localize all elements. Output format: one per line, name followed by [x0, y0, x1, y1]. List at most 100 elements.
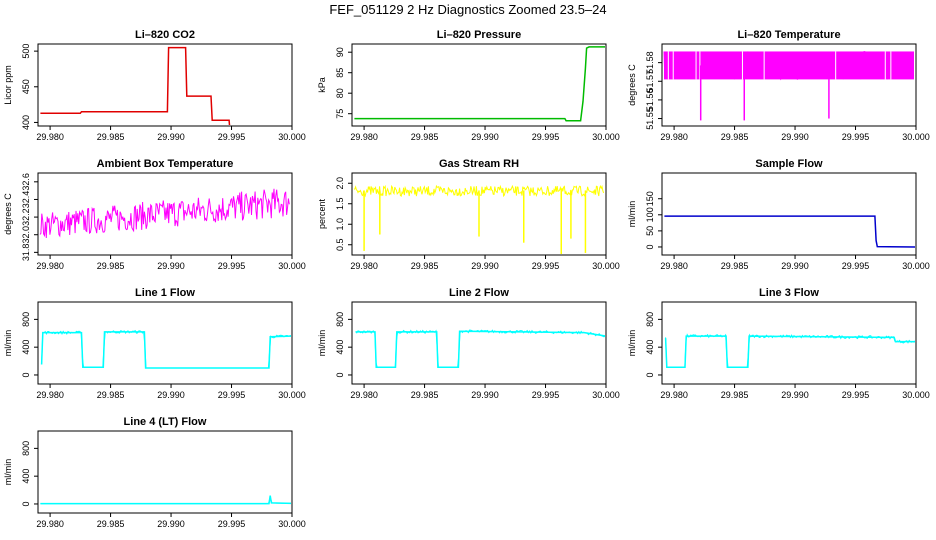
x-tick-label: 29.985 — [97, 261, 125, 271]
panel-title: Sample Flow — [755, 158, 823, 170]
x-tick-label: 29.990 — [157, 132, 185, 142]
y-tick-label: 2.0 — [335, 177, 345, 190]
x-tick-label: 29.985 — [411, 390, 439, 400]
x-tick-label: 29.980 — [660, 390, 688, 400]
series-line — [355, 330, 605, 369]
x-tick-label: 29.990 — [157, 261, 185, 271]
panel-10: Line 4 (LT) Flow ml/min 29.980 29.985 29.990… — [3, 416, 306, 529]
data-layer — [354, 46, 605, 122]
x-tick-label: 29.985 — [97, 390, 125, 400]
y-tick-label: 0 — [21, 501, 31, 506]
y-tick-label: 400 — [335, 340, 345, 355]
x-tick-label: 30.000 — [592, 132, 620, 142]
panel-4: Ambient Box Temperature degrees C 29.980 29… — [3, 158, 306, 271]
x-tick-label: 29.985 — [721, 390, 749, 400]
panel-8: Line 2 Flow ml/min 29.980 29.985 29.990 29.99… — [317, 287, 620, 400]
plot-frame — [351, 43, 607, 127]
y-tick-label: 0 — [335, 372, 345, 377]
panel-title: Li–820 Temperature — [737, 29, 840, 41]
panel-3: Li–820 Temperature degrees C 29.980 29.985 2… — [627, 29, 930, 142]
x-tick-label: 29.980 — [350, 390, 378, 400]
y-tick-label: 0 — [21, 372, 31, 377]
panel-title: Line 2 Flow — [449, 287, 509, 299]
x-tick-label: 29.995 — [218, 132, 246, 142]
y-axis-label: ml/min — [627, 201, 637, 228]
data-layer — [353, 184, 605, 254]
x-tick-label: 29.995 — [842, 261, 870, 271]
y-axis-label: Licor ppm — [3, 65, 13, 105]
series-band-fill — [664, 51, 914, 80]
x-tick-label: 29.990 — [471, 132, 499, 142]
data-layer — [40, 46, 231, 125]
panel-2: Li–820 Pressure kPa 29.980 29.985 29.990 29.9… — [317, 29, 620, 142]
plot-frame — [37, 301, 293, 385]
y-tick-label: 0 — [645, 244, 655, 249]
y-tick-label: 32.0 — [21, 226, 31, 244]
y-tick-label: 75 — [335, 109, 345, 119]
series-line — [664, 215, 915, 248]
y-tick-label: 400 — [21, 115, 31, 130]
x-tick-label: 30.000 — [592, 261, 620, 271]
x-tick-label: 30.000 — [902, 261, 930, 271]
plot-frame — [37, 430, 293, 514]
y-tick-label: 0.5 — [335, 238, 345, 251]
y-tick-label: 31.8 — [21, 244, 31, 262]
x-tick-label: 29.990 — [781, 390, 809, 400]
panel-9: Line 3 Flow ml/min 29.980 29.985 29.990 29.99… — [627, 287, 930, 400]
y-tick-label: 51.56 — [645, 89, 655, 112]
y-tick-label: 0 — [645, 372, 655, 377]
x-tick-label: 29.995 — [218, 390, 246, 400]
data-layer — [39, 188, 290, 239]
y-axis-label: ml/min — [627, 330, 637, 357]
y-axis-label: ml/min — [317, 330, 327, 357]
y-axis-label: ml/min — [3, 330, 13, 357]
panel-6: Sample Flow ml/min 29.980 29.985 29.990 29.99… — [627, 158, 930, 271]
panel-title: Li–820 Pressure — [437, 29, 521, 41]
x-tick-label: 29.995 — [218, 261, 246, 271]
plot-frame — [661, 301, 917, 385]
x-tick-label: 29.990 — [157, 390, 185, 400]
data-layer — [664, 215, 915, 248]
y-tick-label: 32.4 — [21, 191, 31, 209]
x-tick-label: 29.980 — [660, 261, 688, 271]
series-line — [40, 331, 291, 369]
plot-frame — [37, 172, 293, 256]
plot-frame — [661, 172, 917, 256]
panel-title: Line 3 Flow — [759, 287, 819, 299]
x-tick-label: 30.000 — [592, 390, 620, 400]
series-noise — [40, 498, 291, 505]
x-tick-label: 30.000 — [278, 390, 306, 400]
x-tick-label: 29.980 — [350, 132, 378, 142]
y-tick-label: 32.2 — [21, 208, 31, 226]
x-tick-label: 29.995 — [532, 261, 560, 271]
y-tick-label: 1.0 — [335, 218, 345, 231]
x-tick-label: 29.995 — [218, 519, 246, 529]
x-tick-label: 29.995 — [842, 132, 870, 142]
y-tick-label: 51.55 — [645, 107, 655, 130]
y-tick-label: 1.5 — [335, 197, 345, 210]
data-layer — [663, 51, 915, 121]
y-tick-label: 800 — [335, 312, 345, 327]
y-tick-label: 80 — [335, 88, 345, 98]
x-tick-label: 29.990 — [471, 261, 499, 271]
y-tick-label: 800 — [21, 312, 31, 327]
plot-frame — [661, 43, 917, 127]
x-tick-label: 29.990 — [781, 261, 809, 271]
y-tick-label: 400 — [21, 469, 31, 484]
y-tick-label: 150 — [645, 191, 655, 206]
x-tick-label: 29.985 — [411, 132, 439, 142]
series-line — [354, 46, 605, 122]
series-noise — [41, 329, 291, 369]
data-layer — [664, 333, 915, 369]
data-layer — [40, 329, 291, 369]
panel-7: Line 1 Flow ml/min 29.980 29.985 29.990 29.99… — [3, 287, 306, 400]
x-tick-label: 29.985 — [721, 261, 749, 271]
y-tick-label: 90 — [335, 47, 345, 57]
x-tick-label: 29.985 — [721, 132, 749, 142]
panel-5: Gas Stream RH percent 29.980 29.985 29.990 29… — [317, 158, 620, 271]
y-tick-label: 800 — [21, 441, 31, 456]
plot-frame — [351, 172, 607, 256]
plot-frame — [37, 43, 293, 127]
series-noise — [355, 329, 605, 368]
